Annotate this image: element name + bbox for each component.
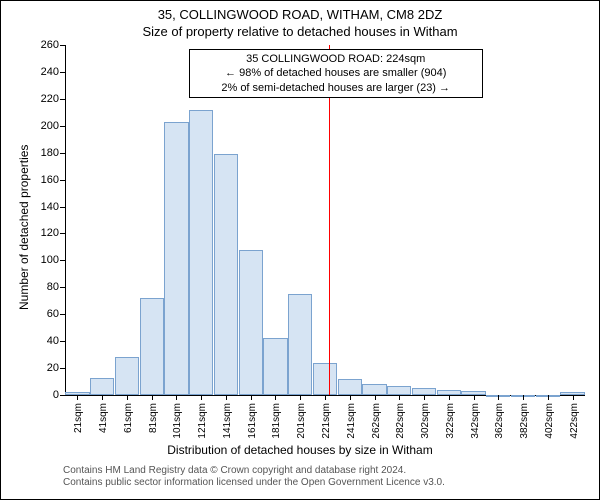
x-tick-label: 61sqm <box>123 403 134 433</box>
x-tick-mark <box>523 395 524 400</box>
histogram-bar <box>338 379 362 395</box>
chart-title-line1: 35, COLLINGWOOD ROAD, WITHAM, CM8 2DZ <box>1 7 599 22</box>
x-tick-label: 422sqm <box>569 403 580 439</box>
histogram-bar <box>263 338 287 395</box>
y-tick-mark <box>60 45 65 46</box>
x-tick-mark <box>573 395 574 400</box>
annotation-box: 35 COLLINGWOOD ROAD: 224sqm ← 98% of det… <box>189 49 483 98</box>
x-tick-mark <box>251 395 252 400</box>
histogram-bar <box>288 294 312 395</box>
histogram-bar <box>90 378 114 396</box>
x-tick-mark <box>275 395 276 400</box>
y-tick-mark <box>60 207 65 208</box>
y-tick-label: 140 <box>29 201 59 213</box>
x-tick-label: 241sqm <box>346 403 357 439</box>
y-tick-mark <box>60 314 65 315</box>
y-tick-label: 100 <box>29 254 59 266</box>
annotation-line3: 2% of semi-detached houses are larger (2… <box>196 81 476 95</box>
y-tick-label: 260 <box>29 39 59 51</box>
y-tick-mark <box>60 395 65 396</box>
x-tick-label: 101sqm <box>172 403 183 439</box>
x-tick-label: 41sqm <box>98 403 109 433</box>
histogram-bar <box>313 363 337 395</box>
y-tick-mark <box>60 368 65 369</box>
x-tick-mark <box>176 395 177 400</box>
x-tick-mark <box>399 395 400 400</box>
histogram-bar <box>115 357 139 395</box>
y-axis-line <box>65 45 66 395</box>
y-tick-mark <box>60 341 65 342</box>
y-tick-label: 160 <box>29 174 59 186</box>
histogram-bar <box>214 154 238 395</box>
x-tick-label: 302sqm <box>420 403 431 439</box>
x-tick-mark <box>449 395 450 400</box>
y-tick-mark <box>60 260 65 261</box>
x-tick-label: 21sqm <box>73 403 84 433</box>
footer-line2: Contains public sector information licen… <box>63 477 445 488</box>
x-tick-label: 262sqm <box>371 403 382 439</box>
x-tick-label: 362sqm <box>494 403 505 439</box>
chart-container: 35, COLLINGWOOD ROAD, WITHAM, CM8 2DZ Si… <box>0 0 600 500</box>
x-tick-mark <box>498 395 499 400</box>
y-tick-label: 200 <box>29 120 59 132</box>
y-tick-label: 80 <box>29 281 59 293</box>
x-tick-mark <box>226 395 227 400</box>
x-tick-mark <box>474 395 475 400</box>
histogram-bar <box>164 122 188 395</box>
histogram-bar <box>140 298 164 395</box>
x-tick-label: 161sqm <box>247 403 258 439</box>
y-tick-label: 240 <box>29 66 59 78</box>
x-tick-label: 322sqm <box>445 403 456 439</box>
x-axis-label: Distribution of detached houses by size … <box>1 443 599 457</box>
y-tick-mark <box>60 99 65 100</box>
histogram-bar <box>387 386 411 395</box>
y-axis-label: Number of detached properties <box>17 145 31 310</box>
x-tick-label: 201sqm <box>296 403 307 439</box>
histogram-bar <box>412 388 436 395</box>
y-tick-label: 120 <box>29 227 59 239</box>
x-tick-label: 382sqm <box>519 403 530 439</box>
annotation-line2: ← 98% of detached houses are smaller (90… <box>196 66 476 80</box>
x-tick-label: 181sqm <box>271 403 282 439</box>
y-tick-mark <box>60 153 65 154</box>
x-tick-mark <box>77 395 78 400</box>
x-tick-label: 141sqm <box>222 403 233 439</box>
annotation-line1: 35 COLLINGWOOD ROAD: 224sqm <box>196 52 476 66</box>
x-tick-mark <box>350 395 351 400</box>
x-tick-label: 81sqm <box>148 403 159 433</box>
x-tick-mark <box>102 395 103 400</box>
y-tick-mark <box>60 287 65 288</box>
chart-title-line2: Size of property relative to detached ho… <box>1 24 599 39</box>
y-tick-label: 40 <box>29 335 59 347</box>
x-tick-mark <box>300 395 301 400</box>
y-tick-mark <box>60 72 65 73</box>
y-tick-label: 60 <box>29 308 59 320</box>
y-tick-label: 220 <box>29 93 59 105</box>
y-tick-mark <box>60 126 65 127</box>
x-tick-label: 221sqm <box>321 403 332 439</box>
footer-line1: Contains HM Land Registry data © Crown c… <box>63 465 406 476</box>
x-tick-mark <box>424 395 425 400</box>
x-tick-mark <box>152 395 153 400</box>
y-tick-label: 20 <box>29 362 59 374</box>
x-tick-mark <box>375 395 376 400</box>
x-tick-label: 282sqm <box>395 403 406 439</box>
x-tick-mark <box>548 395 549 400</box>
x-tick-mark <box>325 395 326 400</box>
x-tick-mark <box>201 395 202 400</box>
x-tick-label: 402sqm <box>544 403 555 439</box>
y-tick-label: 0 <box>29 389 59 401</box>
histogram-bar <box>239 250 263 395</box>
histogram-bar <box>362 384 386 395</box>
x-tick-mark <box>127 395 128 400</box>
x-tick-label: 121sqm <box>197 403 208 439</box>
x-tick-label: 342sqm <box>470 403 481 439</box>
y-tick-label: 180 <box>29 147 59 159</box>
y-tick-mark <box>60 233 65 234</box>
y-tick-mark <box>60 180 65 181</box>
histogram-bar <box>189 110 213 395</box>
